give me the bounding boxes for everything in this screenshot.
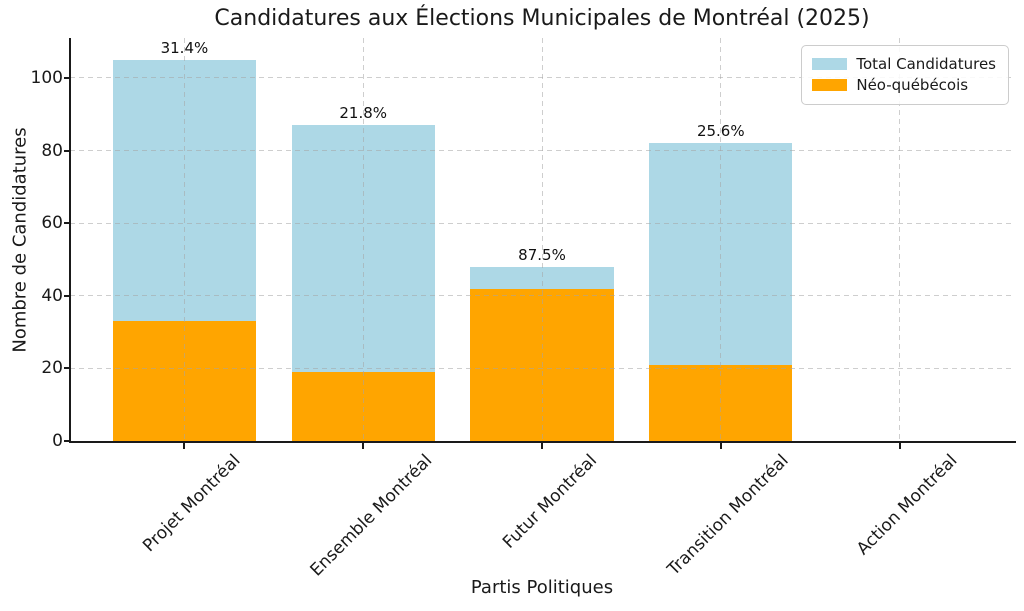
y-tick-label: 40 bbox=[41, 285, 63, 306]
x-tick bbox=[183, 443, 186, 449]
x-tick-label: Ensemble Montréal bbox=[306, 450, 436, 581]
y-axis-label: Nombre de Candidatures bbox=[9, 127, 31, 353]
v-gridline bbox=[720, 38, 722, 441]
x-axis-spine bbox=[69, 441, 1016, 443]
x-tick bbox=[362, 443, 365, 449]
legend-color-swatch bbox=[812, 58, 848, 70]
y-tick-label: 80 bbox=[41, 140, 63, 161]
legend-item: Total Candidatures bbox=[812, 55, 996, 73]
y-tick bbox=[64, 76, 70, 79]
y-tick-label: 100 bbox=[30, 67, 63, 88]
bar-percentage-label: 87.5% bbox=[518, 245, 566, 264]
legend-item: Néo-québécois bbox=[812, 76, 996, 94]
x-tick-label: Futur Montréal bbox=[498, 450, 601, 553]
bar-percentage-label: 31.4% bbox=[160, 38, 209, 57]
y-tick-label: 0 bbox=[52, 431, 63, 451]
y-axis-spine bbox=[69, 38, 71, 443]
v-gridline bbox=[541, 38, 543, 441]
x-tick bbox=[898, 443, 901, 449]
y-tick bbox=[64, 222, 70, 225]
v-gridline bbox=[362, 38, 364, 441]
x-tick bbox=[719, 443, 722, 449]
y-tick-label: 20 bbox=[41, 358, 63, 379]
x-tick-label: Action Montréal bbox=[853, 450, 962, 560]
legend-label: Total Candidatures bbox=[856, 55, 996, 73]
chart-title: Candidatures aux Élections Municipales d… bbox=[214, 6, 870, 31]
y-tick bbox=[64, 149, 70, 152]
bar-percentage-label: 25.6% bbox=[696, 122, 745, 141]
v-gridline bbox=[183, 38, 185, 441]
v-gridline bbox=[899, 38, 901, 441]
y-tick bbox=[64, 440, 70, 442]
y-tick bbox=[64, 367, 70, 370]
x-tick-label: Transition Montréal bbox=[664, 450, 794, 580]
legend-color-swatch bbox=[812, 79, 848, 91]
x-tick bbox=[541, 443, 543, 449]
x-axis-label: Partis Politiques bbox=[470, 577, 614, 598]
legend: Total Candidatures Néo-québécois bbox=[801, 45, 1009, 105]
legend-label: Néo-québécois bbox=[856, 76, 969, 94]
y-tick bbox=[64, 294, 70, 297]
y-tick-label: 60 bbox=[41, 213, 63, 234]
x-tick-label: Projet Montréal bbox=[139, 450, 245, 557]
bar-percentage-label: 21.8% bbox=[339, 104, 388, 123]
